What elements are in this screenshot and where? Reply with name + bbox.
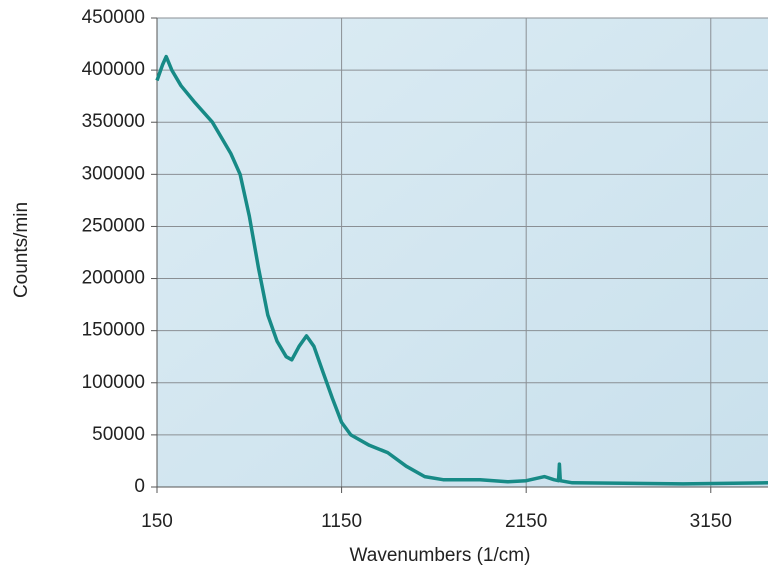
y-tick-label: 200000 — [82, 268, 145, 289]
y-tick-label: 150000 — [82, 320, 145, 341]
y-tick-label: 300000 — [82, 163, 145, 184]
y-axis-label: Counts/min — [11, 202, 32, 298]
x-tick-label: 2150 — [505, 511, 547, 532]
y-tick-label: 450000 — [82, 7, 145, 28]
y-tick-label: 100000 — [82, 372, 145, 393]
y-tick-label: 250000 — [82, 215, 145, 236]
data-line — [155, 54, 768, 486]
plot-area — [157, 18, 768, 487]
x-axis-label: Wavenumbers (1/cm) — [350, 545, 531, 566]
y-tick-label: 50000 — [92, 424, 145, 445]
x-tick-label: 150 — [141, 511, 173, 532]
x-tick-label: 1150 — [321, 511, 362, 532]
y-tick-label: 400000 — [82, 59, 145, 80]
y-tick-label: 0 — [134, 476, 145, 497]
y-tick-label: 350000 — [82, 111, 145, 132]
x-tick-label: 3150 — [690, 511, 732, 532]
